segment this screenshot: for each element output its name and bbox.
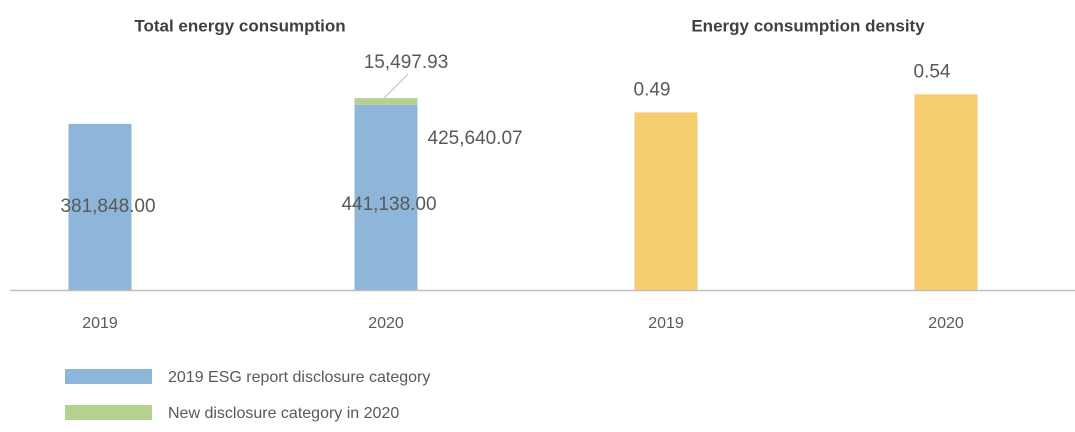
legend-swatch [65, 405, 152, 420]
chart-title: Total energy consumption [134, 16, 345, 35]
bar-segment [354, 104, 418, 290]
data-label: 0.54 [914, 61, 951, 82]
legend-swatch [65, 369, 152, 384]
bar [634, 112, 698, 290]
x-tick-label: 2019 [82, 315, 118, 332]
data-label: 425,640.07 [428, 128, 523, 149]
bar-segment [68, 123, 132, 290]
legend-label: New disclosure category in 2020 [168, 405, 399, 422]
x-tick-label: 2020 [928, 315, 964, 332]
data-label: 15,497.93 [364, 52, 449, 73]
chart-title: Energy consumption density [691, 16, 925, 35]
leader-line [383, 73, 409, 99]
legend-label: 2019 ESG report disclosure category [168, 369, 430, 386]
x-tick-label: 2020 [368, 315, 404, 332]
x-tick-label: 2019 [648, 315, 684, 332]
bar [914, 94, 978, 290]
total-label: 441,138.00 [341, 194, 436, 215]
data-label: 0.49 [634, 79, 671, 100]
bar-segment [354, 98, 418, 105]
data-label: 381,848.00 [60, 196, 155, 217]
